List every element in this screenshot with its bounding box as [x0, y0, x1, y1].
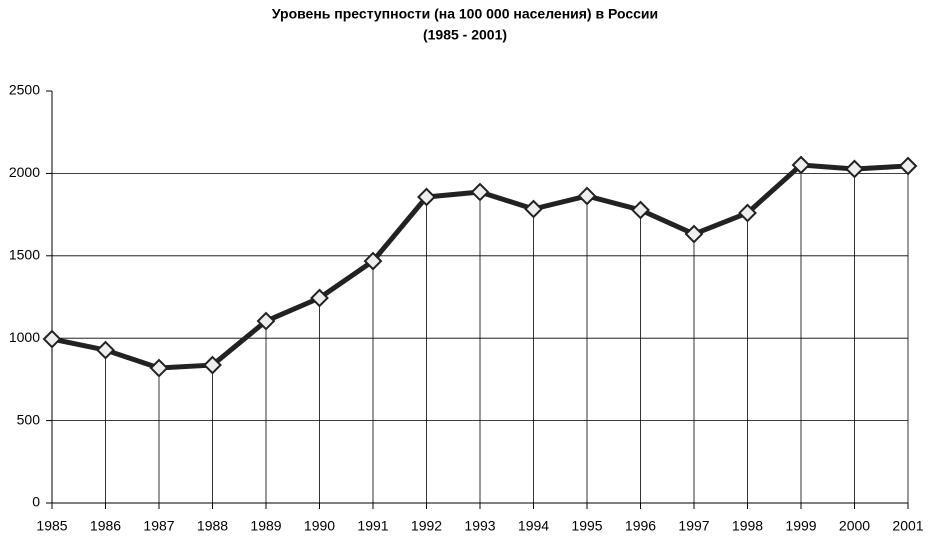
x-tick-label: 1985: [36, 518, 67, 534]
chart-subtitle: (1985 - 2001): [423, 27, 507, 43]
chart-title: Уровень преступности (на 100 000 населен…: [272, 6, 658, 22]
x-tick-label: 1989: [250, 518, 281, 534]
y-tick-label: 0: [32, 494, 40, 510]
marker: [631, 200, 650, 220]
x-tick-label: 2001: [892, 518, 923, 534]
x-tick-label: 1998: [732, 518, 763, 534]
marker: [256, 311, 276, 331]
marker: [310, 288, 329, 308]
x-tick-label: 1992: [411, 518, 442, 534]
x-tick-label: 1987: [143, 518, 174, 534]
x-tick-label: 1990: [304, 518, 335, 534]
x-tick-label: 1999: [785, 518, 816, 534]
x-tick-label: 1986: [90, 518, 121, 534]
x-tick-label: 1991: [357, 518, 388, 534]
y-tick-label: 2500: [9, 82, 40, 98]
marker: [524, 199, 543, 219]
marker: [845, 159, 864, 179]
marker: [791, 155, 811, 175]
x-tick-label: 1993: [464, 518, 495, 534]
marker: [363, 251, 383, 271]
marker: [96, 340, 115, 360]
y-tick-label: 2000: [9, 164, 40, 180]
marker: [684, 224, 704, 244]
marker: [42, 329, 62, 349]
x-tick-label: 2000: [839, 518, 870, 534]
y-tick-label: 1500: [9, 247, 40, 263]
marker: [577, 186, 597, 206]
x-tick-label: 1988: [197, 518, 228, 534]
x-tick-label: 1994: [518, 518, 549, 534]
y-tick-label: 1000: [9, 329, 40, 345]
y-tick-label: 500: [17, 411, 41, 427]
x-tick-label: 1995: [571, 518, 602, 534]
x-tick-label: 1996: [625, 518, 656, 534]
marker: [470, 182, 490, 202]
x-tick-label: 1997: [678, 518, 709, 534]
marker: [898, 156, 918, 176]
marker: [149, 358, 169, 378]
marker: [417, 187, 436, 207]
marker: [203, 355, 222, 375]
marker: [738, 203, 757, 223]
